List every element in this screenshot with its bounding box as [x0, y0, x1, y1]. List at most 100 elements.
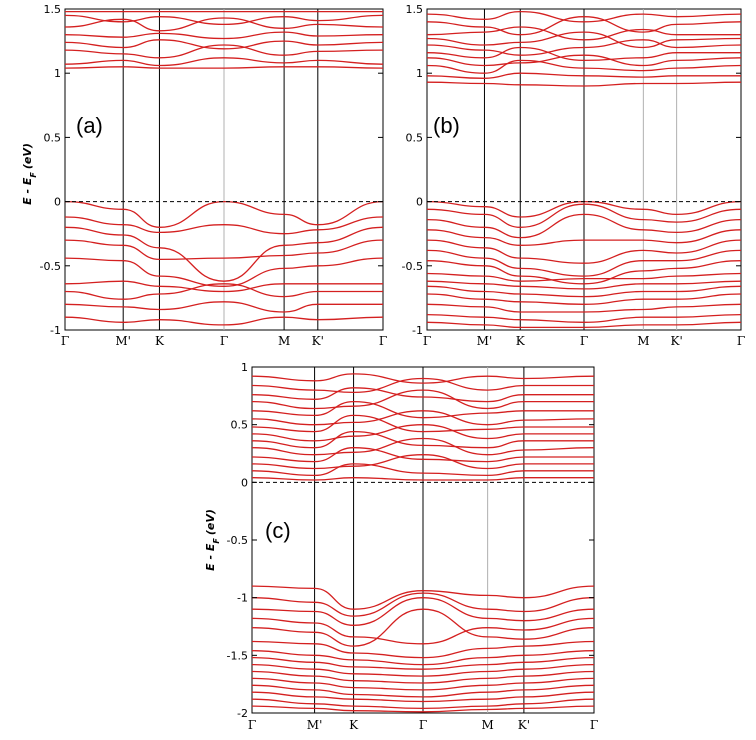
y-axis-label-top: E - EF(eV) — [21, 143, 38, 205]
band-line — [251, 617, 595, 645]
band-line — [426, 59, 742, 74]
band-line — [64, 283, 383, 300]
band-line — [251, 684, 595, 698]
band-line — [426, 229, 742, 246]
k-tick-label: Γ — [419, 718, 427, 732]
k-tick-label: Γ — [248, 718, 256, 732]
band-line — [426, 321, 742, 329]
band-line — [251, 463, 594, 477]
k-tick-label: Γ — [379, 334, 387, 348]
y-tick-label: 0 — [241, 476, 248, 489]
band-line — [64, 39, 384, 50]
band-line — [251, 410, 595, 426]
band-line — [426, 239, 742, 264]
y-tick-label: -1 — [237, 592, 248, 605]
band-line — [64, 31, 384, 40]
y-tick-label: -0.5 — [227, 534, 248, 547]
band-line — [251, 430, 594, 449]
band-line — [251, 677, 595, 691]
band-line — [426, 54, 742, 67]
band-line — [64, 301, 383, 313]
band-line — [426, 26, 741, 41]
k-tick-label: Γ — [61, 334, 69, 348]
band-line — [251, 373, 595, 384]
k-tick-label: K' — [518, 718, 530, 732]
band-line — [426, 10, 742, 23]
band-line — [251, 424, 594, 442]
band-line — [426, 39, 742, 56]
y-tick-label: -2 — [237, 707, 248, 720]
k-tick-label: M' — [115, 334, 131, 348]
k-tick-label: K — [155, 334, 165, 348]
band-line — [64, 14, 384, 26]
band-line — [426, 46, 741, 62]
y-tick-label: -1 — [50, 324, 61, 337]
band-line — [251, 377, 594, 394]
k-tick-label: Γ — [737, 334, 745, 348]
band-line — [251, 400, 594, 419]
band-line — [251, 447, 594, 463]
y-tick-label: -0.5 — [402, 260, 423, 273]
k-tick-label: Γ — [590, 718, 598, 732]
band-line — [426, 16, 742, 36]
band-line — [251, 608, 595, 647]
y-tick-label: 0.5 — [231, 419, 249, 432]
band-line — [64, 239, 384, 261]
k-tick-label: Γ — [423, 334, 431, 348]
y-tick-label: 1.5 — [44, 3, 62, 16]
panel-2: -1 -0.5 0 0.5 1 1.5 Γ M' K Γ M K' Γ (b) — [402, 3, 746, 348]
band-line — [64, 57, 384, 67]
band-line — [64, 17, 384, 32]
band-line — [64, 200, 384, 228]
k-tick-label: M — [481, 718, 493, 732]
band-line — [251, 656, 595, 670]
band-line — [64, 257, 384, 287]
panel-1: -1 -0.5 0 0.5 1 1.5 Γ M' K Γ M K' Γ (a) — [40, 3, 388, 348]
band-line — [251, 389, 594, 410]
band-line — [251, 597, 595, 626]
band-line — [251, 387, 594, 403]
band-line — [251, 414, 594, 433]
band-line — [64, 216, 384, 235]
k-tick-label: K' — [670, 334, 682, 348]
band-line — [64, 280, 383, 293]
k-tick-label: Γ — [580, 334, 588, 348]
band-line — [426, 249, 742, 277]
band-line — [426, 280, 742, 290]
panel-label: (c) — [265, 518, 291, 543]
band-line — [251, 691, 595, 703]
band-line — [426, 303, 742, 313]
band-line — [251, 585, 595, 610]
band-line — [64, 44, 384, 59]
band-line — [64, 226, 384, 282]
band-line — [251, 640, 595, 659]
band-line — [251, 592, 595, 617]
y-tick-label: 0.5 — [44, 131, 62, 144]
band-line — [426, 313, 742, 323]
y-tick-label: 1 — [241, 361, 248, 374]
k-tick-label: K — [349, 718, 359, 732]
band-line — [251, 705, 595, 713]
y-tick-label: 0 — [54, 196, 61, 209]
band-line — [251, 663, 595, 677]
band-line — [251, 454, 594, 470]
panel-3: -2 -1.5 -1 -0.5 0 0.5 1 Γ M' K Γ M K' Γ (c) — [227, 361, 599, 732]
k-tick-label: K — [516, 334, 526, 348]
y-tick-label: -1.5 — [227, 649, 248, 662]
k-tick-label: M — [637, 334, 649, 348]
band-line — [426, 272, 742, 282]
y-tick-label: 1 — [54, 67, 61, 80]
band-line — [251, 650, 595, 666]
band-line — [251, 477, 594, 481]
band-line — [426, 81, 742, 87]
band-line — [426, 260, 742, 285]
band-line — [426, 203, 742, 228]
band-line — [426, 31, 742, 49]
panel-label: (b) — [433, 113, 460, 138]
band-line — [64, 66, 384, 69]
k-tick-label: Γ — [220, 334, 228, 348]
panel-label: (a) — [76, 113, 103, 138]
y-tick-label: -0.5 — [40, 260, 61, 273]
k-tick-label: M' — [307, 718, 323, 732]
